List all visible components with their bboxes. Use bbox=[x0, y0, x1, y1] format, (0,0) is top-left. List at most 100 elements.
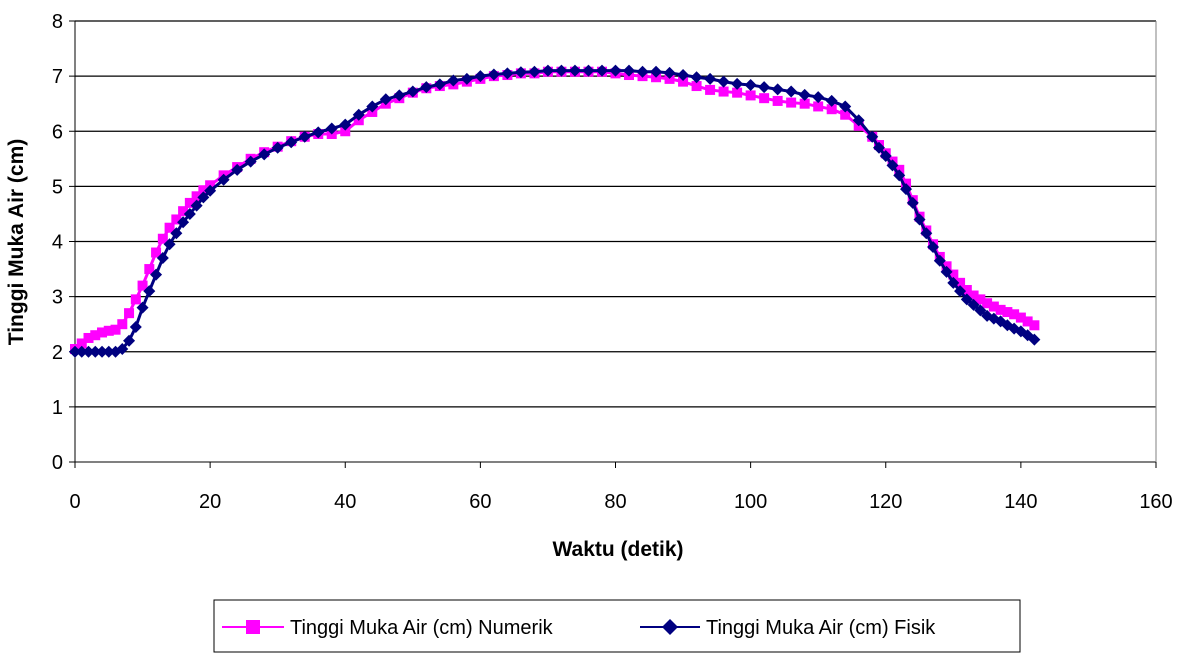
data-point-fisik bbox=[156, 252, 169, 265]
data-point-fisik bbox=[352, 108, 365, 121]
series-fisik bbox=[69, 64, 1041, 358]
data-point-numerik bbox=[191, 191, 202, 202]
x-axis-title: Waktu (detik) bbox=[552, 538, 683, 561]
data-point-fisik bbox=[582, 64, 595, 77]
data-point-fisik bbox=[528, 65, 541, 78]
data-point-fisik bbox=[244, 155, 257, 168]
data-point-fisik bbox=[298, 130, 311, 143]
data-point-numerik bbox=[982, 298, 993, 309]
data-point-fisik bbox=[893, 169, 906, 182]
data-point-fisik bbox=[872, 141, 885, 154]
data-point-fisik bbox=[947, 276, 960, 289]
y-tick-label-3: 3 bbox=[52, 287, 63, 309]
data-point-numerik bbox=[151, 247, 162, 258]
data-point-numerik bbox=[157, 233, 168, 244]
data-point-numerik bbox=[718, 86, 729, 97]
data-point-numerik bbox=[184, 197, 195, 208]
y-axis-ticks: 0 1 2 3 4 5 6 7 8 bbox=[52, 11, 75, 474]
data-point-fisik bbox=[595, 64, 608, 77]
series-layer bbox=[69, 64, 1041, 358]
data-point-fisik bbox=[879, 150, 892, 163]
legend-marker-numerik bbox=[246, 620, 260, 634]
data-point-fisik bbox=[75, 345, 88, 358]
data-point-numerik bbox=[955, 277, 966, 288]
data-point-fisik bbox=[366, 100, 379, 113]
legend-box bbox=[213, 599, 1021, 653]
data-point-numerik bbox=[124, 308, 135, 319]
data-point-fisik bbox=[568, 64, 581, 77]
series-numerik bbox=[70, 66, 1040, 354]
x-tick-label-0: 0 bbox=[69, 491, 80, 513]
data-point-fisik bbox=[555, 64, 568, 77]
legend-label-fisik: Tinggi Muka Air (cm) Fisik bbox=[706, 617, 936, 639]
data-point-fisik bbox=[69, 345, 81, 358]
data-point-numerik bbox=[772, 95, 783, 106]
data-point-numerik bbox=[144, 264, 155, 275]
data-point-numerik bbox=[691, 81, 702, 92]
data-point-fisik bbox=[129, 320, 142, 333]
data-point-fisik bbox=[913, 213, 926, 226]
data-point-numerik bbox=[759, 93, 770, 104]
data-point-fisik bbox=[123, 334, 136, 347]
data-point-fisik bbox=[920, 227, 933, 240]
data-point-fisik bbox=[102, 345, 115, 358]
data-point-fisik bbox=[420, 81, 433, 94]
data-point-numerik bbox=[110, 324, 121, 335]
data-point-fisik bbox=[967, 298, 980, 311]
data-point-numerik bbox=[97, 327, 108, 338]
y-tick-label-7: 7 bbox=[52, 66, 63, 88]
y-tick-label-0: 0 bbox=[52, 452, 63, 474]
data-point-fisik bbox=[798, 88, 811, 101]
x-axis-ticks: 0 20 40 60 80 100 120 140 160 bbox=[69, 462, 1173, 513]
data-point-fisik bbox=[785, 85, 798, 98]
data-point-fisik bbox=[258, 148, 271, 161]
data-point-fisik bbox=[663, 66, 676, 79]
data-point-fisik bbox=[460, 72, 473, 85]
data-point-fisik bbox=[609, 64, 622, 77]
legend: Tinggi Muka Air (cm) Numerik Tinggi Muka… bbox=[213, 599, 1021, 653]
data-point-fisik bbox=[312, 126, 325, 139]
data-point-fisik bbox=[433, 78, 446, 91]
data-point-numerik bbox=[340, 126, 351, 137]
x-tick-label-20: 20 bbox=[199, 491, 221, 513]
data-point-fisik bbox=[852, 114, 865, 127]
x-tick-label-60: 60 bbox=[469, 491, 491, 513]
data-point-fisik bbox=[650, 65, 663, 78]
data-point-fisik bbox=[940, 265, 953, 278]
data-point-fisik bbox=[690, 71, 703, 84]
data-point-numerik bbox=[1029, 320, 1040, 331]
data-point-fisik bbox=[717, 75, 730, 88]
data-point-fisik bbox=[136, 301, 149, 314]
data-point-fisik bbox=[514, 66, 527, 79]
data-point-fisik bbox=[974, 304, 987, 317]
data-point-fisik bbox=[183, 207, 196, 220]
data-point-fisik bbox=[406, 85, 419, 98]
data-point-fisik bbox=[501, 67, 514, 80]
data-point-numerik bbox=[198, 185, 209, 196]
data-point-fisik bbox=[339, 118, 352, 131]
data-point-fisik bbox=[744, 78, 757, 91]
data-point-numerik bbox=[1009, 309, 1020, 320]
data-point-numerik bbox=[988, 301, 999, 312]
data-point-numerik bbox=[995, 304, 1006, 315]
data-point-numerik bbox=[178, 206, 189, 217]
data-point-numerik bbox=[1002, 307, 1013, 318]
data-point-fisik bbox=[231, 163, 244, 176]
data-point-fisik bbox=[204, 184, 217, 197]
data-point-fisik bbox=[271, 141, 284, 154]
data-point-fisik bbox=[116, 342, 129, 355]
y-tick-label-4: 4 bbox=[52, 232, 63, 254]
data-point-fisik bbox=[677, 69, 690, 82]
data-point-fisik bbox=[89, 345, 102, 358]
data-point-fisik bbox=[623, 64, 636, 77]
x-tick-label-40: 40 bbox=[334, 491, 356, 513]
data-point-fisik bbox=[866, 130, 879, 143]
data-point-fisik bbox=[731, 77, 744, 90]
data-point-numerik bbox=[1022, 316, 1033, 327]
data-point-numerik bbox=[164, 222, 175, 233]
x-tick-label-160: 160 bbox=[1139, 491, 1172, 513]
data-point-fisik bbox=[825, 94, 838, 107]
data-point-numerik bbox=[961, 285, 972, 296]
legend-items: Tinggi Muka Air (cm) Numerik Tinggi Muka… bbox=[222, 617, 936, 639]
